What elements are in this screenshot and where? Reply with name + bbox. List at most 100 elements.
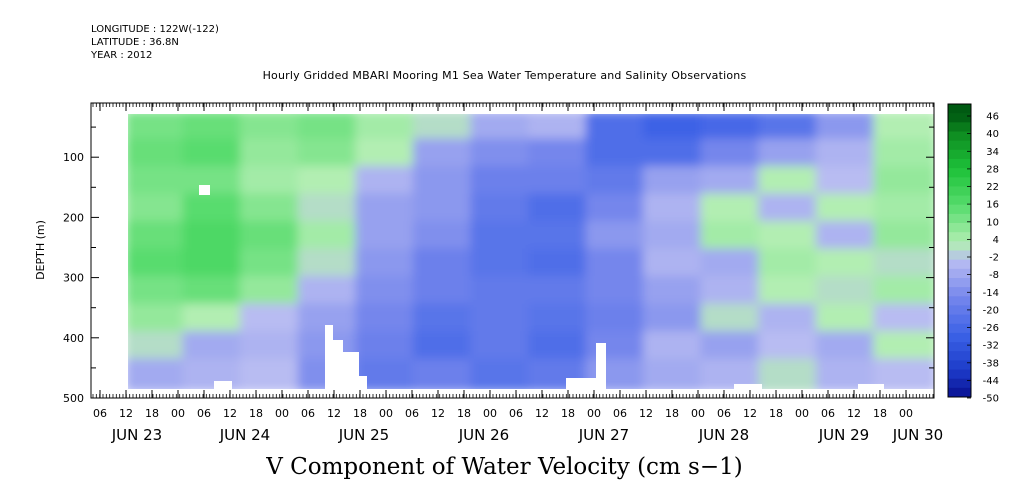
heatmap-chart: 06 12 18 00 06 12 18 00 06 12 18 00 06 12 18 00 06 12 18 00… [34,102,999,444]
colorbar-swatch [948,195,971,206]
colorbar-label: 28 [986,164,999,175]
colorbar-swatch [948,332,971,343]
x-tick-label: 00 [379,407,393,420]
colorbar-swatch [948,177,971,187]
x-tick-label: 00 [171,407,185,420]
missing-data-gap [734,384,762,389]
y-axis-label: DEPTH (m) [34,220,47,280]
colorbar-label: -38 [983,358,999,369]
plot-title: Hourly Gridded MBARI Mooring M1 Sea Wate… [262,69,747,82]
axes: 06 12 18 00 06 12 18 00 06 12 18 00 06 12 18 00 06 12 18 00… [63,103,943,444]
colorbar-swatch [948,104,971,114]
heatmap-cell [240,358,304,389]
colorbar-swatch [948,168,971,178]
heatmap-cell [470,358,534,389]
x-day-label: JUN 27 [578,426,629,444]
x-day-label: JUN 25 [338,426,389,444]
colorbar-swatch [948,268,971,279]
colorbar-swatch [948,131,971,142]
x-day-label: JUN 28 [698,426,749,444]
x-tick-label: 18 [457,407,471,420]
heatmap-cells [128,114,934,389]
x-tick-label: 18 [561,407,575,420]
x-tick-label: 00 [899,407,913,420]
x-tick-label: 00 [483,407,497,420]
colorbar-label: -26 [983,323,999,334]
colorbar-swatch [948,360,971,371]
colorbar-label: 22 [986,182,999,193]
x-tick-label: 00 [691,407,705,420]
heatmap-cell [815,358,880,389]
colorbar-label: 10 [986,217,999,228]
missing-data-gap [566,378,596,389]
x-day-label: JUN 23 [111,426,162,444]
colorbar-label: 16 [986,200,999,211]
colorbar-label: -20 [983,305,999,316]
x-tick-label: 00 [795,407,809,420]
colorbar-swatch [948,113,971,123]
variable-title: V Component of Water Velocity (cm s−1) [266,454,743,480]
x-tick-label: 18 [249,407,263,420]
x-tick-label: 12 [223,407,237,420]
heatmap-cell [412,358,477,389]
colorbar-swatch [948,296,971,306]
x-tick-label: 12 [743,407,757,420]
x-tick-label: 00 [275,407,289,420]
x-tick-label: 06 [509,407,523,420]
x-tick-label: 06 [405,407,419,420]
colorbar-label: -44 [983,376,999,387]
missing-data-gap [858,384,884,389]
x-day-label: JUN 26 [458,426,509,444]
colorbar-frame [947,103,972,398]
missing-data-gap [325,325,333,389]
x-tick-label: 12 [847,407,861,420]
colorbar-swatch [948,122,971,132]
colorbar-swatch [948,314,971,325]
colorbar-swatch [948,369,971,380]
x-tick-label: 12 [327,407,341,420]
colorbar-swatch [948,278,971,288]
colorbar-swatch [948,342,971,352]
x-tick-label: 12 [431,407,445,420]
colorbar-label: 46 [986,112,999,123]
missing-data-gaps [199,185,884,389]
colorbar-label: 34 [986,147,999,158]
x-day-label: JUN 24 [219,426,270,444]
colorbar-swatch [948,223,971,233]
x-tick-label: 12 [639,407,653,420]
x-tick-label: 06 [301,407,315,420]
x-day-label: JUN 30 [892,426,943,444]
x-day-label: JUN 29 [818,426,869,444]
colorbar-swatch [948,387,971,398]
colorbar: 46 40 34 28 22 16 10 4 -2 -8 -14 -20 -26 -32 -38 -44 -50 [947,103,999,405]
colorbar-swatch [948,259,971,270]
colorbar-swatch [948,241,971,251]
colorbar-swatch [948,204,971,215]
x-tick-label: 18 [873,407,887,420]
x-tick-label: 18 [145,407,159,420]
x-tick-label: 12 [119,407,133,420]
colorbar-swatch [948,323,971,334]
heatmap-cell [873,358,934,389]
colorbar-label: -2 [989,253,999,264]
x-tick-label: 06 [197,407,211,420]
x-tick-label: 18 [353,407,367,420]
colorbar-label: 40 [986,129,999,140]
y-tick-label: 500 [63,392,84,405]
missing-data-gap [596,343,606,389]
plot-frame [90,102,935,399]
y-tick-label: 400 [63,332,84,345]
colorbar-swatch [948,351,971,361]
longitude-label: LONGITUDE : 122W(-122) [91,24,219,35]
y-tick-label: 100 [63,151,84,164]
colorbar-swatch [948,149,971,160]
colorbar-swatch [948,305,971,316]
colorbar-label: -32 [983,341,999,352]
x-tick-label: 18 [769,407,783,420]
colorbar-label: -14 [983,288,999,299]
year-label: YEAR : 2012 [91,50,153,61]
colorbar-swatch [948,232,971,242]
missing-data-gap [199,185,210,195]
colorbar-swatch [948,250,971,261]
colorbar-swatch [948,378,971,389]
